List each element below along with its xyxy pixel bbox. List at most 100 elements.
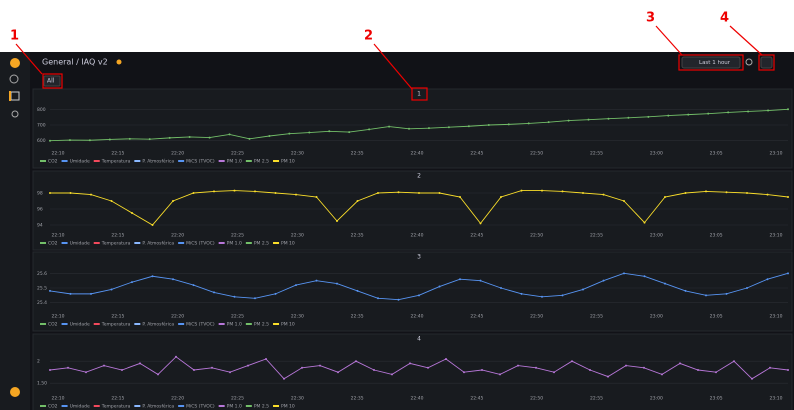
x-tick-label: 22:50 [530, 151, 543, 157]
data-point [687, 113, 690, 116]
data-point [787, 196, 789, 198]
data-point [283, 377, 285, 380]
y-tick-label: 1.50 [37, 381, 47, 387]
y-tick-label: 700 [37, 123, 46, 129]
variable-value[interactable]: All [47, 78, 55, 85]
data-point [49, 192, 51, 194]
x-tick-label: 22:20 [171, 396, 184, 402]
data-point [128, 137, 131, 140]
time-range[interactable]: Last 1 hour [699, 60, 731, 66]
x-tick-label: 22:20 [171, 314, 184, 320]
legend-swatch [178, 160, 185, 162]
data-point [500, 196, 502, 198]
data-point [336, 282, 338, 285]
x-tick-label: 22:15 [111, 396, 124, 402]
data-point [602, 279, 605, 282]
data-point [707, 112, 710, 115]
x-tick-label: 22:25 [231, 396, 244, 402]
annotation-label: 4 [720, 11, 729, 26]
data-point [520, 292, 523, 295]
series-line [49, 108, 789, 142]
data-point [751, 377, 753, 380]
data-point [139, 362, 141, 365]
data-point [664, 196, 666, 198]
x-tick-label: 22:50 [530, 314, 543, 320]
data-point [188, 135, 191, 138]
data-point [192, 192, 195, 194]
data-point [459, 196, 461, 198]
legend-entry: P. Atmosférica [142, 158, 174, 165]
user-icon[interactable] [10, 387, 20, 397]
x-tick-label: 23:00 [650, 233, 663, 239]
data-point [67, 366, 69, 369]
panel [32, 170, 793, 251]
variable-select[interactable] [43, 75, 61, 87]
data-point [553, 371, 555, 374]
x-tick-label: 22:50 [530, 233, 543, 239]
data-point [697, 369, 699, 371]
legend-entry: PM 2.5 [254, 159, 269, 165]
x-tick-label: 22:15 [111, 314, 124, 320]
data-point [766, 193, 769, 196]
alert-icon[interactable] [11, 110, 19, 118]
data-point [233, 189, 236, 192]
legend-swatch [93, 160, 100, 162]
x-tick-label: 22:55 [590, 233, 603, 239]
zoom-icon[interactable] [745, 58, 753, 66]
annotation-label: 3 [646, 11, 655, 26]
x-tick-label: 22:45 [470, 151, 483, 157]
legend-swatch [273, 405, 280, 407]
legend-entry: P. Atmosférica [142, 240, 174, 247]
data-point [308, 131, 311, 134]
data-point [582, 192, 584, 194]
legend-swatch [134, 160, 141, 162]
search-icon[interactable] [9, 74, 19, 84]
data-point [108, 138, 111, 141]
data-point [459, 278, 461, 281]
data-point [769, 366, 771, 369]
legend-entry: MiCS (TVOC) [186, 159, 215, 165]
legend-entry: CO2 [48, 241, 58, 247]
data-point [500, 287, 502, 289]
legend-entry: PM 10 [281, 322, 295, 328]
data-point [715, 371, 717, 374]
legend-entry: Temperatura [101, 159, 131, 165]
star-icon[interactable] [116, 59, 122, 65]
data-point [193, 369, 195, 371]
data-point [667, 114, 670, 117]
legend-swatch [61, 405, 68, 407]
y-tick-label: 94 [37, 223, 43, 229]
refresh-button[interactable] [760, 56, 773, 69]
legend-swatch [178, 242, 185, 244]
data-point [507, 123, 510, 126]
data-point [517, 364, 519, 367]
data-point [746, 192, 748, 194]
data-point [418, 192, 420, 194]
data-point [408, 127, 411, 130]
data-point [623, 272, 625, 275]
time-picker[interactable] [681, 56, 741, 69]
x-tick-label: 22:55 [590, 151, 603, 157]
legend-swatch [245, 405, 252, 407]
data-point [90, 193, 92, 196]
data-point [348, 131, 351, 134]
y-tick-label: 96 [37, 207, 43, 213]
data-point [175, 355, 177, 358]
logo[interactable] [10, 58, 20, 68]
data-point [315, 279, 318, 282]
x-tick-label: 23:10 [770, 233, 783, 239]
data-point [561, 294, 564, 297]
data-point [88, 139, 91, 142]
data-point [172, 200, 174, 202]
legend-swatch [40, 160, 46, 162]
breadcrumb[interactable]: General / IAQ v2 [42, 58, 108, 67]
x-tick-label: 22:20 [171, 151, 184, 157]
data-point [355, 360, 357, 363]
x-tick-label: 22:40 [411, 396, 424, 402]
data-point [49, 289, 51, 292]
legend-entry: PM 10 [281, 159, 295, 165]
x-tick-label: 23:00 [650, 396, 663, 402]
legend-entry: Umidade [70, 159, 90, 165]
data-point [766, 278, 769, 281]
